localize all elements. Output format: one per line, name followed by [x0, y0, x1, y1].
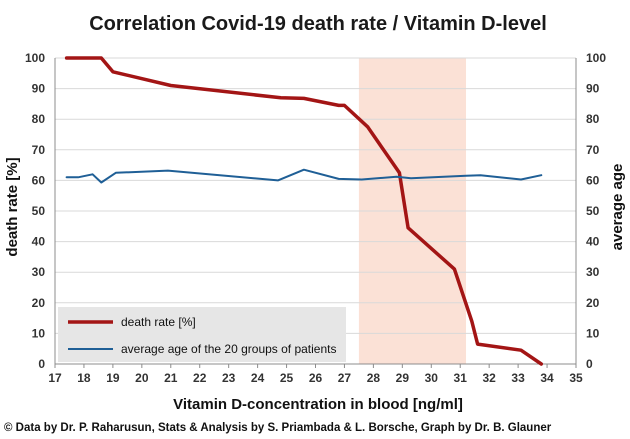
y2-tick-label-7: 70: [586, 143, 600, 157]
y2-tick-label-4: 40: [586, 235, 600, 249]
y-tick-label-4: 40: [32, 235, 46, 249]
y2-tick-label-0: 0: [586, 357, 593, 371]
legend-label-1: average age of the 20 groups of patients: [121, 342, 337, 356]
legend: death rate [%] average age of the 20 grou…: [58, 307, 346, 362]
y-tick-label-5: 50: [32, 204, 46, 218]
y2-tick-label-6: 60: [586, 173, 600, 187]
x-tick-label-13: 30: [425, 371, 439, 385]
credit-line: © Data by Dr. P. Raharusun, Stats & Anal…: [4, 422, 552, 434]
x-tick-label-1: 18: [77, 371, 91, 385]
x-tick-label-12: 29: [396, 371, 410, 385]
x-axis-label: Vitamin D-concentration in blood [ng/ml]: [173, 396, 463, 413]
x-tick-label-8: 25: [280, 371, 294, 385]
x-tick-label-4: 21: [164, 371, 178, 385]
x-tick-label-5: 22: [193, 371, 207, 385]
y-tick-label-2: 20: [32, 296, 46, 310]
y-tick-label-3: 30: [32, 265, 46, 279]
y2-axis-label: average age: [609, 164, 626, 251]
y2-tick-label-1: 10: [586, 326, 600, 340]
x-tick-label-6: 23: [222, 371, 236, 385]
x-tick-label-17: 34: [540, 371, 554, 385]
x-tick-label-0: 17: [48, 371, 62, 385]
y2-tick-label-2: 20: [586, 296, 600, 310]
x-tick-label-3: 20: [135, 371, 149, 385]
legend-label-0: death rate [%]: [121, 315, 196, 329]
y-tick-label-8: 80: [32, 112, 46, 126]
y-tick-label-9: 90: [32, 82, 46, 96]
x-tick-label-18: 35: [569, 371, 583, 385]
y-tick-label-1: 10: [32, 326, 46, 340]
y-tick-label-10: 100: [25, 51, 45, 65]
series-line-0: [64, 56, 544, 366]
x-tick-label-9: 26: [309, 371, 323, 385]
series-line-1: [65, 168, 543, 184]
chart-title: Correlation Covid-19 death rate / Vitami…: [89, 13, 547, 35]
x-tick-label-10: 27: [338, 371, 352, 385]
y-tick-label-7: 70: [32, 143, 46, 157]
x-tick-label-7: 24: [251, 371, 265, 385]
y-tick-label-6: 60: [32, 173, 46, 187]
x-tick-label-16: 33: [511, 371, 525, 385]
y2-tick-label-9: 90: [586, 82, 600, 96]
y-axis-label: death rate [%]: [4, 157, 21, 256]
y2-tick-label-8: 80: [586, 112, 600, 126]
legend-box: [58, 307, 346, 362]
x-tick-label-11: 28: [367, 371, 381, 385]
x-tick-label-14: 31: [454, 371, 468, 385]
x-tick-label-15: 32: [482, 371, 496, 385]
y-tick-label-0: 0: [38, 357, 45, 371]
plot-area: 0 10 20 30 40 50 60 70 80 90 100 0 10 20 30 40 50 60 70 80 9…: [25, 51, 606, 385]
x-tick-label-2: 19: [106, 371, 120, 385]
y2-tick-label-5: 50: [586, 204, 600, 218]
y2-tick-label-3: 30: [586, 265, 600, 279]
y2-tick-label-10: 100: [586, 51, 606, 65]
